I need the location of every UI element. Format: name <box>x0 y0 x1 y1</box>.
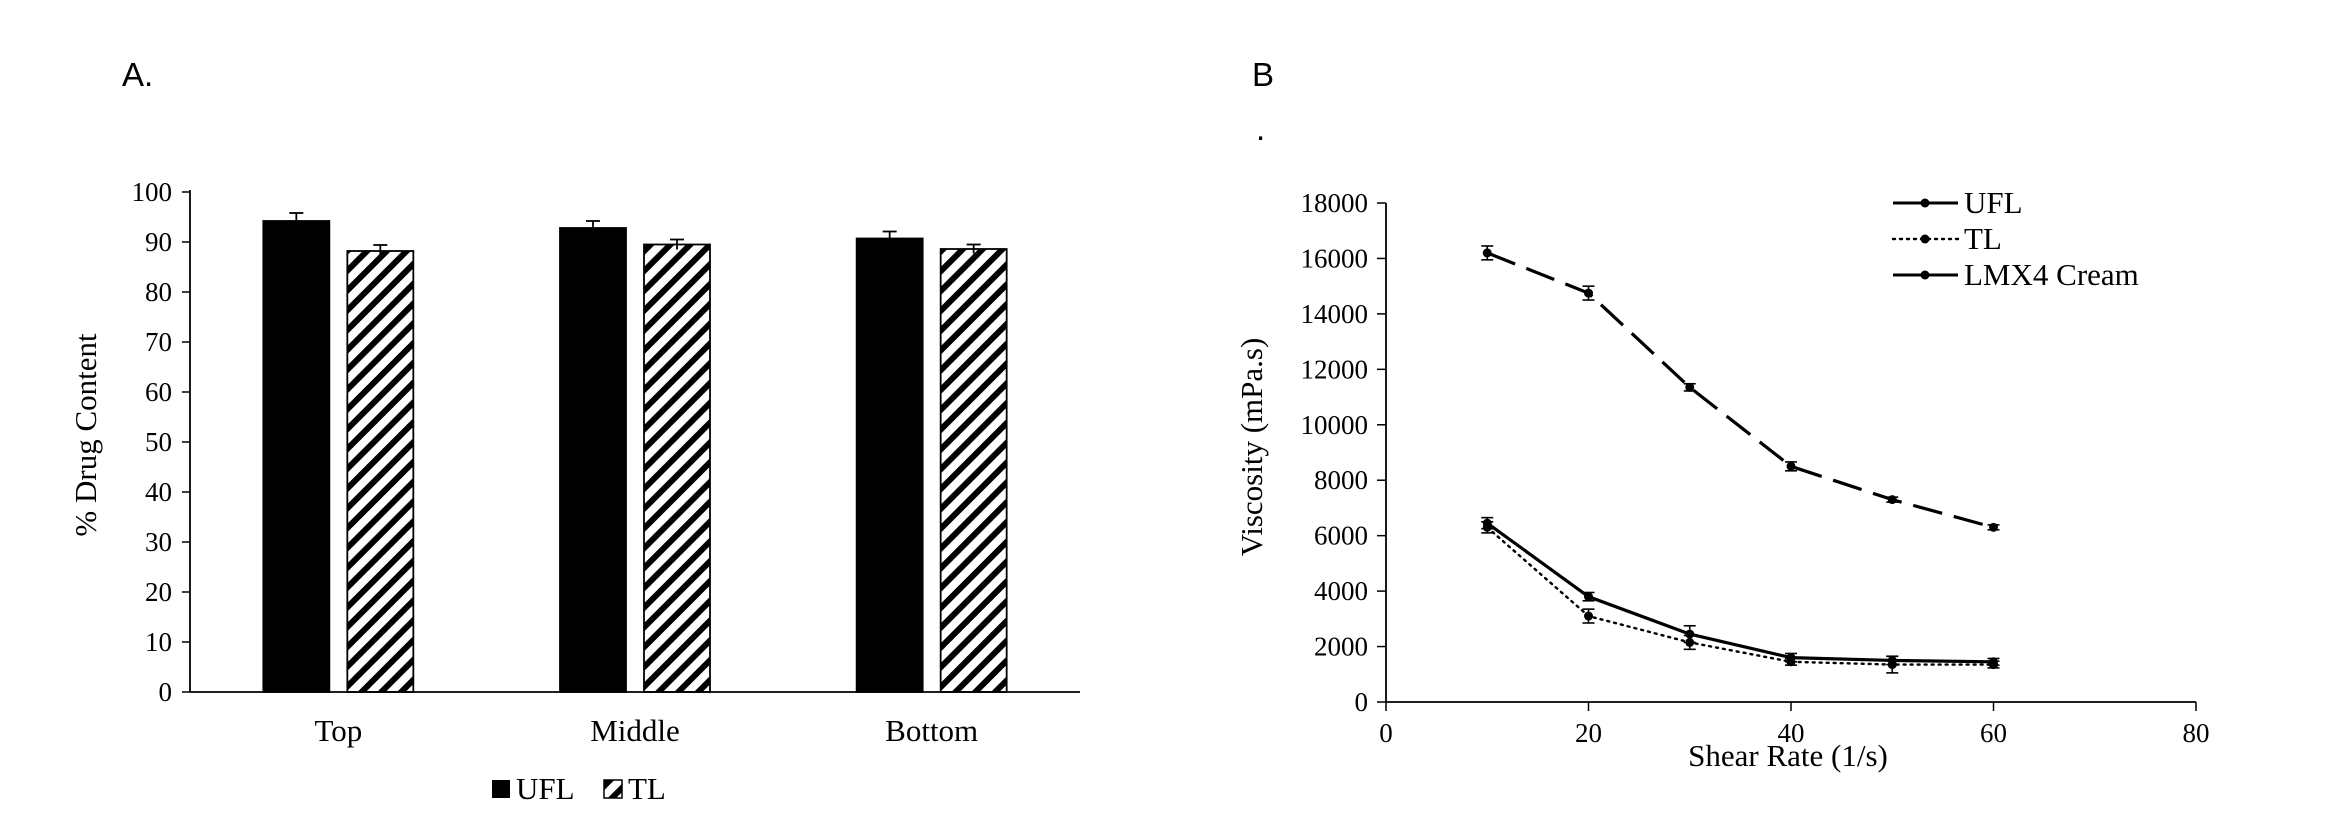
bar-y-tick-label: 40 <box>145 477 172 507</box>
data-point-lmx4-cream <box>1989 522 1998 532</box>
bar-category-label: Middle <box>590 713 680 748</box>
data-point-ufl <box>1685 629 1695 639</box>
line-x-tick-label: 20 <box>1575 718 1602 748</box>
bar-tl-top <box>346 250 415 693</box>
legend-swatch-ufl <box>492 780 510 798</box>
drug-content-bar-chart: 0 10 20 30 40 50 60 70 80 90 100 Top Middle Bottom %… <box>68 177 1080 806</box>
bar-y-tick-label: 30 <box>145 527 172 557</box>
data-point-tl <box>1887 660 1897 670</box>
line-y-axis-ticks: 0 2000 4000 6000 8000 10000 12000 14000 16000 180… <box>1301 188 1386 717</box>
bar-ufl-top <box>262 220 331 693</box>
line-x-axis-ticks: 0 20 40 60 80 <box>1379 702 2210 748</box>
bar-y-tick-label: 0 <box>159 677 173 707</box>
line-y-tick-label: 14000 <box>1301 299 1369 329</box>
legend-marker-lmx4-cream <box>1920 270 1930 280</box>
line-y-tick-label: 2000 <box>1314 632 1368 662</box>
line-y-axis-title: Viscosity (mPa.s) <box>1234 338 1269 557</box>
bar-y-tick-label: 10 <box>145 627 172 657</box>
bar-ufl-middle <box>559 227 627 693</box>
bar-category-label: Top <box>314 713 362 748</box>
bar-y-tick-label: 20 <box>145 577 172 607</box>
data-point-lmx4-cream <box>1887 495 1897 505</box>
legend-label-tl: TL <box>1964 221 2002 256</box>
line-x-axis-title: Shear Rate (1/s) <box>1688 738 1888 773</box>
line-y-tick-label: 18000 <box>1301 188 1369 218</box>
bar-y-axis-title: % Drug Content <box>68 333 103 537</box>
line-x-tick-label: 0 <box>1379 718 1393 748</box>
legend-swatch-tl <box>603 779 623 799</box>
line-series <box>1481 245 2000 674</box>
legend-label-ufl: UFL <box>516 771 575 806</box>
data-point-lmx4-cream <box>1482 248 1492 258</box>
series-line-ufl <box>1486 521 1994 664</box>
legend-label-tl: TL <box>628 771 666 806</box>
data-point-lmx4-cream <box>1685 382 1695 392</box>
line-x-tick-label: 60 <box>1980 718 2007 748</box>
line-y-tick-label: 8000 <box>1314 465 1368 495</box>
viscosity-line-chart: 0 2000 4000 6000 8000 10000 12000 14000 16000 180… <box>1234 185 2210 773</box>
line-y-tick-label: 4000 <box>1314 576 1368 606</box>
data-point-tl <box>1584 611 1593 621</box>
bar-category-label: Bottom <box>885 713 978 748</box>
bar-y-tick-label: 80 <box>145 277 172 307</box>
bar-legend: UFL TL <box>492 771 666 806</box>
bar-axes <box>189 190 1080 693</box>
legend-label-lmx4-cream: LMX4 Cream <box>1964 257 2139 292</box>
bar-tl-middle <box>643 243 711 693</box>
bar-tl-bottom <box>939 248 1008 693</box>
line-y-tick-label: 6000 <box>1314 521 1368 551</box>
bar-y-tick-label: 90 <box>145 227 172 257</box>
panel-b-dot: . <box>1256 110 1265 147</box>
legend-marker-tl <box>1920 234 1930 244</box>
line-x-tick-label: 80 <box>2183 718 2210 748</box>
line-y-tick-label: 16000 <box>1301 243 1369 273</box>
bar-ufl-bottom <box>855 237 924 693</box>
bar-y-tick-label: 70 <box>145 327 172 357</box>
legend-marker-ufl <box>1920 198 1930 208</box>
series-line-lmx4-cream <box>1486 251 1994 529</box>
line-y-tick-label: 10000 <box>1301 410 1369 440</box>
data-point-lmx4-cream <box>1584 288 1593 298</box>
data-point-ufl <box>1584 592 1593 602</box>
panel-b-label: B <box>1252 56 1274 93</box>
bar-marks <box>262 212 1008 693</box>
series-line-tl <box>1486 526 1995 666</box>
data-point-tl <box>1989 660 1998 670</box>
data-point-tl <box>1786 657 1796 667</box>
panel-a-label: A. <box>122 56 153 93</box>
bar-category-labels: Top Middle Bottom <box>314 713 978 748</box>
line-x-tick-label: 40 <box>1778 718 1805 748</box>
bar-y-tick-label: 60 <box>145 377 172 407</box>
data-point-lmx4-cream <box>1786 461 1796 471</box>
data-point-tl <box>1482 522 1492 532</box>
bar-y-axis-ticks: 0 10 20 30 40 50 60 70 80 90 100 <box>132 177 190 707</box>
bar-y-tick-label: 100 <box>132 177 173 207</box>
line-y-tick-label: 0 <box>1355 687 1369 717</box>
legend-label-ufl: UFL <box>1964 185 2023 220</box>
line-y-tick-label: 12000 <box>1301 354 1369 384</box>
bar-y-tick-label: 50 <box>145 427 172 457</box>
data-point-tl <box>1685 637 1695 647</box>
